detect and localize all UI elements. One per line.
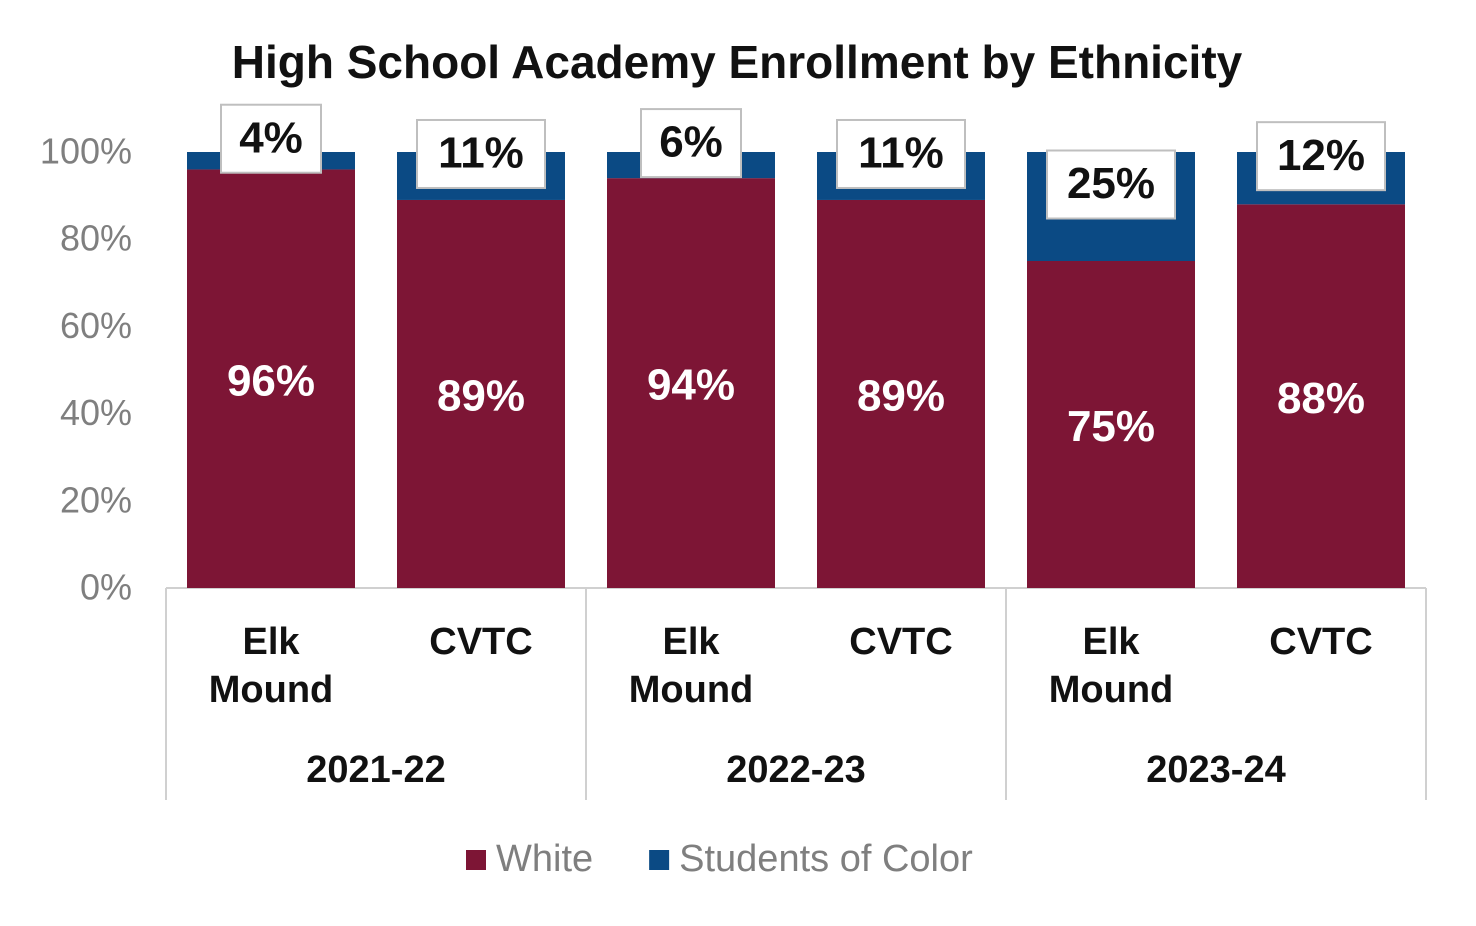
data-label: 75% bbox=[1067, 402, 1155, 451]
y-tick-label: 60% bbox=[60, 305, 132, 346]
legend-swatch bbox=[649, 850, 670, 870]
bar-segment bbox=[817, 199, 985, 588]
x-tick-label: CVTC bbox=[429, 621, 533, 663]
y-tick-label: 100% bbox=[40, 131, 132, 172]
data-label: 4% bbox=[239, 113, 303, 162]
data-label: 89% bbox=[857, 372, 945, 421]
chart-title: High School Academy Enrollment by Ethnic… bbox=[232, 36, 1243, 88]
data-label: 89% bbox=[437, 372, 525, 421]
group-label: 2022-23 bbox=[726, 749, 865, 791]
bar-segment bbox=[397, 199, 565, 588]
x-tick-label: Elk Mound bbox=[628, 621, 754, 711]
y-tick-label: 0% bbox=[80, 567, 132, 608]
x-tick-label: CVTC bbox=[1269, 621, 1373, 663]
x-tick-label: Elk Mound bbox=[1048, 621, 1174, 711]
y-tick-label: 80% bbox=[60, 218, 132, 259]
x-tick-label: CVTC bbox=[849, 621, 953, 663]
data-label: 25% bbox=[1067, 159, 1155, 208]
bar-segment bbox=[1027, 261, 1195, 588]
data-label: 11% bbox=[858, 129, 944, 178]
data-label-box bbox=[1046, 149, 1176, 220]
x-tick-label: Elk Mound bbox=[208, 621, 334, 711]
group-label: 2023-24 bbox=[1146, 749, 1285, 791]
data-label: 94% bbox=[647, 361, 735, 410]
data-label: 11% bbox=[438, 129, 524, 178]
data-label: 12% bbox=[1277, 131, 1365, 180]
legend-label: Students of Color bbox=[679, 838, 973, 880]
data-label-box bbox=[640, 108, 742, 179]
data-label-box bbox=[836, 118, 966, 189]
data-label-box bbox=[416, 118, 546, 189]
bar-segment bbox=[607, 178, 775, 588]
y-tick-label: 40% bbox=[60, 392, 132, 433]
bar-segment bbox=[1237, 204, 1405, 588]
legend-label: White bbox=[496, 838, 593, 880]
y-tick-label: 20% bbox=[60, 479, 132, 520]
data-label: 6% bbox=[659, 118, 723, 167]
data-label-box bbox=[1256, 121, 1386, 192]
data-label-box bbox=[220, 103, 322, 174]
data-label: 96% bbox=[227, 356, 315, 405]
legend-swatch bbox=[466, 850, 486, 870]
data-label: 88% bbox=[1277, 374, 1365, 423]
group-label: 2021-22 bbox=[306, 749, 445, 791]
bar-segment bbox=[187, 169, 355, 588]
